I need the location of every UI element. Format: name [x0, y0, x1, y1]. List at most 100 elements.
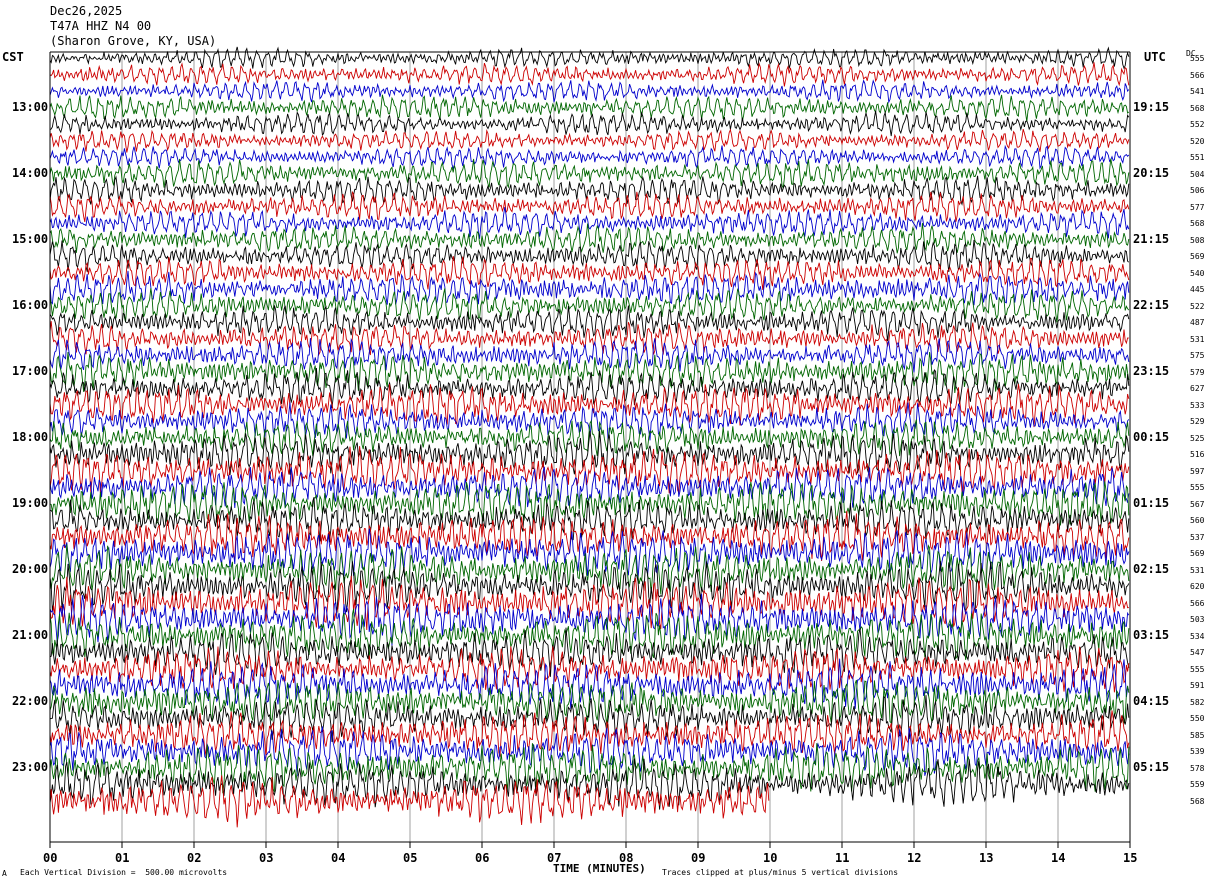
- dc-offset-label: 559: [1190, 780, 1205, 789]
- trace-18: [49, 337, 1130, 373]
- date-label: Dec26,2025: [50, 4, 123, 18]
- trace-6: [49, 144, 1130, 170]
- dc-offset-label: 627: [1190, 384, 1205, 393]
- right-hour-label: 00:15: [1133, 429, 1170, 444]
- dc-offset-label: 550: [1190, 714, 1205, 723]
- dc-offset-label: 555: [1190, 54, 1205, 63]
- x-tick-label: 12: [907, 851, 922, 865]
- dc-offset-label: 591: [1190, 681, 1205, 690]
- x-tick-label: 02: [187, 851, 202, 865]
- dc-offset-label: 552: [1190, 120, 1205, 129]
- dc-offset-label: 551: [1190, 153, 1205, 162]
- trace-42: [49, 726, 1130, 777]
- trace-44: [49, 758, 1130, 810]
- dc-offset-label: 577: [1190, 202, 1205, 212]
- trace-41: [49, 710, 1130, 758]
- x-tick-label: 00: [43, 851, 58, 865]
- right-hour-label: 23:15: [1133, 363, 1170, 378]
- trace-23: [49, 419, 1130, 457]
- left-hour-label: 14:00: [12, 165, 49, 180]
- trace-0: [49, 46, 1130, 70]
- right-hour-label: 04:15: [1133, 693, 1170, 708]
- right-hour-label: 22:15: [1133, 297, 1170, 312]
- right-hour-label: 03:15: [1133, 627, 1170, 642]
- x-tick-label: 14: [1051, 851, 1066, 865]
- x-tick-label: 05: [403, 851, 418, 865]
- x-tick-label: 06: [475, 851, 490, 865]
- x-tick-label: 15: [1123, 851, 1138, 865]
- x-axis-label: TIME (MINUTES): [553, 862, 646, 875]
- x-tick-label: 08: [619, 851, 634, 865]
- dc-offset-label: 531: [1190, 334, 1205, 344]
- x-tick-label: 10: [763, 851, 778, 865]
- dc-offset-label: 487: [1190, 318, 1205, 327]
- dc-offset-label: 569: [1190, 549, 1205, 558]
- right-hour-label: 20:15: [1133, 165, 1170, 180]
- x-tick-label: 11: [835, 851, 850, 865]
- dc-offset-label: 568: [1190, 796, 1205, 806]
- trace-19: [49, 351, 1130, 394]
- left-axis-label: CST: [2, 50, 24, 64]
- dc-offset-label: 555: [1190, 483, 1205, 492]
- trace-2: [49, 79, 1130, 104]
- trace-10: [49, 207, 1130, 239]
- dc-label: DC: [1186, 49, 1196, 58]
- dc-offset-label: 578: [1190, 763, 1205, 773]
- right-hour-label: 19:15: [1133, 99, 1170, 114]
- x-tick-label: 03: [259, 851, 274, 865]
- right-hour-label: 05:15: [1133, 759, 1170, 774]
- trace-32: [49, 561, 1130, 613]
- dc-offset-label: 579: [1190, 367, 1205, 377]
- x-tick-label: 09: [691, 851, 706, 865]
- trace-27: [49, 481, 1130, 526]
- dc-offset-label: 534: [1190, 631, 1205, 641]
- left-hour-label: 16:00: [12, 297, 49, 312]
- trace-9: [49, 190, 1130, 222]
- dc-offset-label: 533: [1190, 400, 1205, 410]
- right-hour-label: 01:15: [1133, 495, 1170, 510]
- trace-25: [49, 446, 1130, 494]
- dc-offset-label: 537: [1190, 532, 1205, 542]
- corner-mark: A: [2, 869, 7, 878]
- station-label: T47A HHZ N4 00: [50, 19, 152, 33]
- x-tick-label: 07: [547, 851, 562, 865]
- trace-31: [49, 544, 1130, 595]
- dc-offset-label: 569: [1190, 252, 1205, 261]
- trace-43: [49, 743, 1130, 794]
- dc-offset-label: 566: [1190, 70, 1205, 80]
- dc-offset-label: 566: [1190, 598, 1205, 608]
- dc-offset-label: 445: [1190, 285, 1205, 294]
- dc-offset-label: 575: [1190, 351, 1205, 360]
- trace-11: [49, 223, 1130, 254]
- clip-note: Traces clipped at plus/minus 5 vertical …: [662, 868, 899, 877]
- left-hour-label: 19:00: [12, 495, 49, 510]
- dc-offset-label: 560: [1190, 516, 1205, 525]
- dc-offset-label: 540: [1190, 268, 1205, 278]
- trace-29: [49, 510, 1130, 561]
- trace-5: [49, 128, 1130, 153]
- left-hour-label: 18:00: [12, 429, 49, 444]
- dc-offset-label: 541: [1190, 87, 1205, 96]
- dc-offset-label: 529: [1190, 417, 1205, 426]
- x-tick-label: 04: [331, 851, 346, 865]
- dc-offset-label: 582: [1190, 697, 1205, 707]
- dc-offset-label: 547: [1190, 648, 1205, 657]
- right-axis-label: UTC: [1144, 50, 1166, 64]
- dc-offset-label: 531: [1190, 565, 1205, 575]
- plot-axes: [49, 51, 1131, 848]
- trace-36: [49, 627, 1130, 677]
- trace-4: [49, 110, 1130, 137]
- left-hour-label: 17:00: [12, 363, 49, 378]
- trace-14: [49, 270, 1130, 306]
- dc-offset-label: 520: [1190, 136, 1205, 146]
- left-hour-label: 20:00: [12, 561, 49, 576]
- dc-offset-label: 504: [1190, 169, 1205, 179]
- trace-7: [49, 158, 1130, 190]
- trace-21: [49, 383, 1130, 428]
- left-hour-label: 22:00: [12, 693, 49, 708]
- dc-offset-label: 555: [1190, 664, 1205, 674]
- trace-3: [49, 94, 1130, 122]
- dc-offset-label: 620: [1190, 582, 1205, 591]
- trace-30: [49, 528, 1130, 580]
